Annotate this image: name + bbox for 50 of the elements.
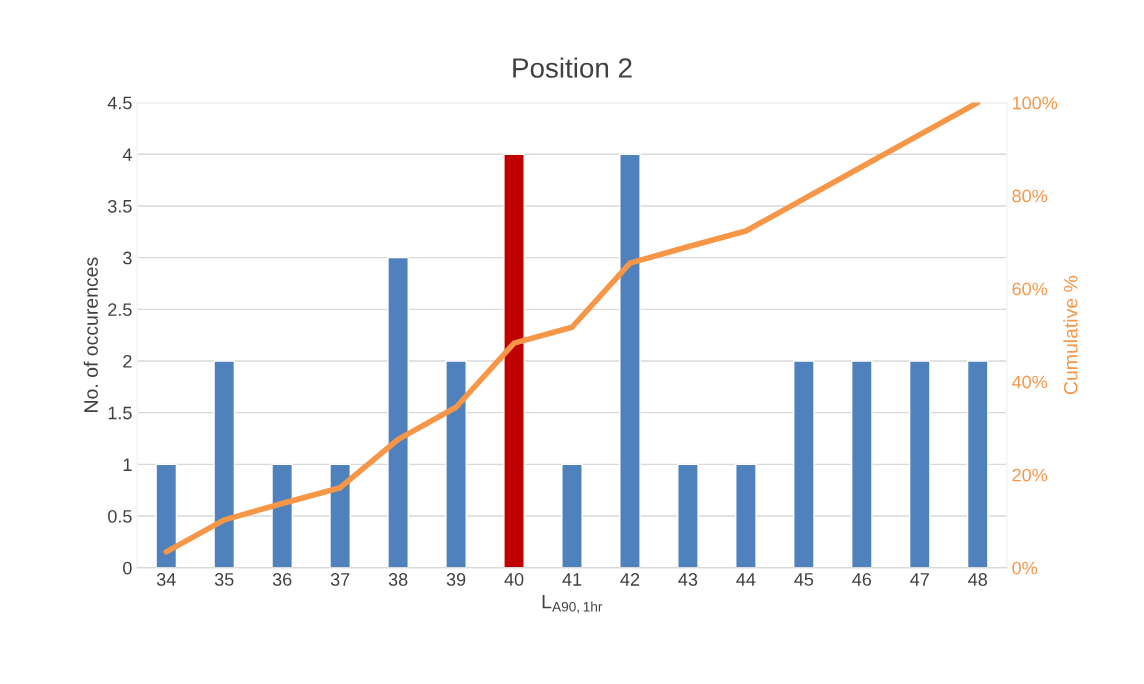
x-tick-label: 47 <box>910 573 929 586</box>
x-axis-title: L$_{A90,1hr}$ <box>542 594 603 614</box>
x-tick-label: 34 <box>156 573 176 586</box>
x-tick-label: 39 <box>446 573 466 586</box>
bar <box>619 153 641 568</box>
y2-tick-label: 100% <box>1012 96 1058 110</box>
x-tick-label: 40 <box>504 573 524 586</box>
bar <box>735 463 757 568</box>
x-tick-label: 48 <box>968 573 987 586</box>
x-tick-label: 37 <box>330 573 350 586</box>
x-tick-label: 35 <box>214 573 234 586</box>
y2-tick-label: 60% <box>1012 282 1048 296</box>
y-tick-label: 4 <box>122 148 132 161</box>
x-tick-label: 36 <box>272 573 292 586</box>
bar <box>503 153 525 568</box>
y-tick-label: 4.5 <box>107 96 132 110</box>
x-tick-label: 45 <box>794 573 814 586</box>
y-tick-label: 1.5 <box>108 406 132 420</box>
y2-tick-label: 40% <box>1012 375 1048 389</box>
bar <box>213 360 236 568</box>
x-tick-label: 38 <box>388 573 408 586</box>
y-tick-label: 3.5 <box>108 199 132 213</box>
y-tick-label: 1 <box>123 458 132 471</box>
x-tick-label: 46 <box>852 573 872 586</box>
x-tick-label: 44 <box>736 573 756 586</box>
bar <box>793 360 815 568</box>
bar <box>445 360 467 568</box>
bar <box>677 463 699 568</box>
y-tick-label: 0 <box>123 561 132 575</box>
y2-axis-title: Cumulative % <box>1063 275 1078 395</box>
x-tick-label: 42 <box>620 573 640 586</box>
bar <box>329 463 351 568</box>
y2-tick-label: 80% <box>1012 189 1048 203</box>
bar <box>271 463 294 568</box>
bar <box>908 360 931 568</box>
x-tick-label: 41 <box>562 573 582 586</box>
bar <box>850 360 873 568</box>
y-tick-label: 2.5 <box>108 303 132 317</box>
bar <box>387 256 409 568</box>
y-tick-label: 0.5 <box>108 509 132 523</box>
y-tick-label: 2 <box>123 354 132 368</box>
bar <box>966 360 989 568</box>
y2-tick-label: 0% <box>1012 561 1038 575</box>
y-tick-label: 3 <box>123 251 132 265</box>
y-axis-title: No. of occurences <box>83 257 98 412</box>
y2-tick-label: 20% <box>1012 468 1048 482</box>
chart-title: Position 2 <box>513 57 632 78</box>
bar <box>155 463 178 568</box>
bar <box>561 463 583 568</box>
x-tick-label: 43 <box>678 573 698 586</box>
